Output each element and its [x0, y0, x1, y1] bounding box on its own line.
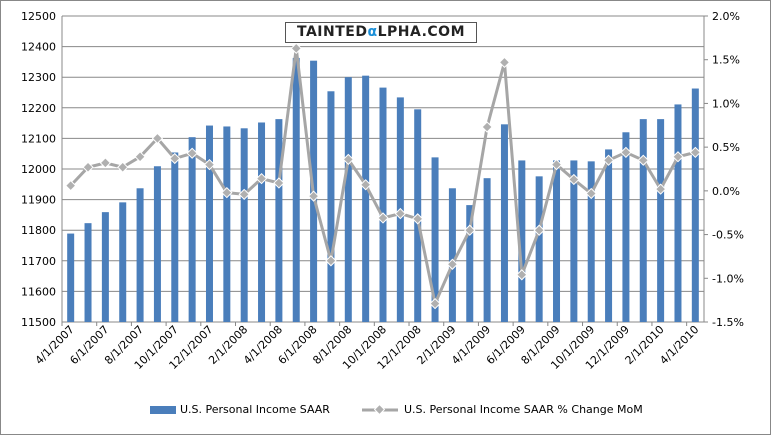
y-tick-label: 12500	[21, 10, 56, 23]
bar	[500, 124, 508, 322]
bar	[691, 88, 699, 322]
bar	[553, 160, 561, 322]
line-marker	[99, 157, 112, 169]
y2-tick-label: -0.5%	[712, 229, 744, 242]
bar	[570, 160, 578, 322]
bar	[275, 119, 283, 322]
legend-swatch-line	[362, 404, 398, 415]
legend-item-bar: U.S. Personal Income SAAR	[150, 403, 330, 416]
line-marker	[446, 258, 459, 270]
bar	[240, 128, 248, 322]
y2-tick-label: 1.5%	[712, 54, 740, 67]
bar	[153, 166, 161, 322]
line-marker	[568, 173, 580, 186]
line-marker	[342, 153, 354, 166]
legend-swatch-bar	[150, 405, 176, 414]
line-marker	[117, 161, 129, 173]
line-marker	[429, 297, 441, 310]
bar	[448, 188, 456, 322]
bar	[587, 161, 595, 322]
line-marker	[65, 179, 77, 192]
line-marker	[82, 161, 94, 173]
line-marker	[394, 207, 407, 220]
line-marker	[498, 56, 511, 68]
bar	[622, 132, 630, 322]
line-marker	[255, 172, 268, 185]
y-tick-label: 11900	[21, 194, 56, 207]
bar	[605, 149, 613, 322]
bar	[223, 126, 231, 322]
bar	[344, 77, 352, 322]
line-marker	[273, 177, 285, 189]
legend-label-line: U.S. Personal Income SAAR % Change MoM	[404, 403, 643, 416]
bar	[674, 104, 682, 323]
line-marker	[464, 224, 476, 236]
line-marker	[359, 179, 372, 191]
bar	[483, 178, 491, 322]
line-marker	[516, 269, 528, 281]
line-marker	[134, 151, 146, 163]
bar	[171, 152, 179, 322]
y-tick-label: 11800	[21, 224, 56, 237]
bar	[67, 233, 75, 322]
bar	[657, 119, 665, 322]
legend-item-line: U.S. Personal Income SAAR % Change MoM	[360, 403, 643, 416]
y2-tick-label: 2.0%	[712, 10, 740, 23]
y2-tick-label: 0.5%	[712, 141, 740, 154]
bar	[379, 87, 387, 322]
line-marker	[654, 183, 667, 195]
line-marker	[169, 152, 181, 165]
bar	[327, 91, 335, 322]
line-marker	[377, 212, 389, 224]
line-marker	[151, 132, 164, 145]
y-tick-label: 12300	[21, 71, 56, 84]
y-tick-label: 11500	[21, 316, 56, 329]
bar	[119, 202, 127, 322]
bar	[466, 205, 474, 322]
line-marker	[637, 154, 649, 166]
line-marker	[550, 158, 563, 171]
line-marker	[689, 146, 701, 159]
bar	[258, 122, 266, 322]
bar	[362, 75, 370, 322]
line-marker	[290, 42, 302, 55]
line-marker	[481, 121, 493, 133]
y-tick-label: 12100	[21, 132, 56, 145]
legend-label-bar: U.S. Personal Income SAAR	[180, 403, 330, 416]
bar	[292, 57, 300, 323]
y-tick-label: 12000	[21, 163, 56, 176]
y-tick-label: 11600	[21, 285, 56, 298]
tainted-alpha-logo: TAINTEDαLPHA.COM	[285, 22, 477, 43]
y2-tick-label: 1.0%	[712, 97, 740, 110]
line-marker	[412, 213, 424, 225]
bar	[535, 176, 543, 322]
line-marker	[221, 186, 233, 199]
y2-tick-label: 0.0%	[712, 185, 740, 198]
line-marker	[585, 187, 597, 200]
bar	[431, 157, 439, 322]
y2-tick-label: -1.0%	[712, 272, 744, 285]
line-marker	[533, 224, 545, 236]
bar	[205, 125, 213, 322]
y-tick-label: 12200	[21, 102, 56, 115]
bar	[518, 160, 526, 322]
bar	[136, 188, 144, 322]
line-marker	[602, 154, 615, 166]
line-marker	[203, 158, 216, 171]
line-marker	[672, 151, 684, 163]
bar	[84, 223, 92, 322]
y-tick-label: 11700	[21, 255, 56, 268]
line-marker	[325, 255, 337, 267]
line-marker	[620, 146, 632, 159]
bar	[101, 212, 109, 322]
y2-tick-label: -1.5%	[712, 316, 744, 329]
bar	[188, 137, 196, 322]
line-marker	[307, 190, 320, 202]
y-tick-label: 12400	[21, 41, 56, 54]
line-marker	[186, 147, 198, 159]
bar	[639, 119, 647, 322]
line-marker	[238, 188, 250, 201]
